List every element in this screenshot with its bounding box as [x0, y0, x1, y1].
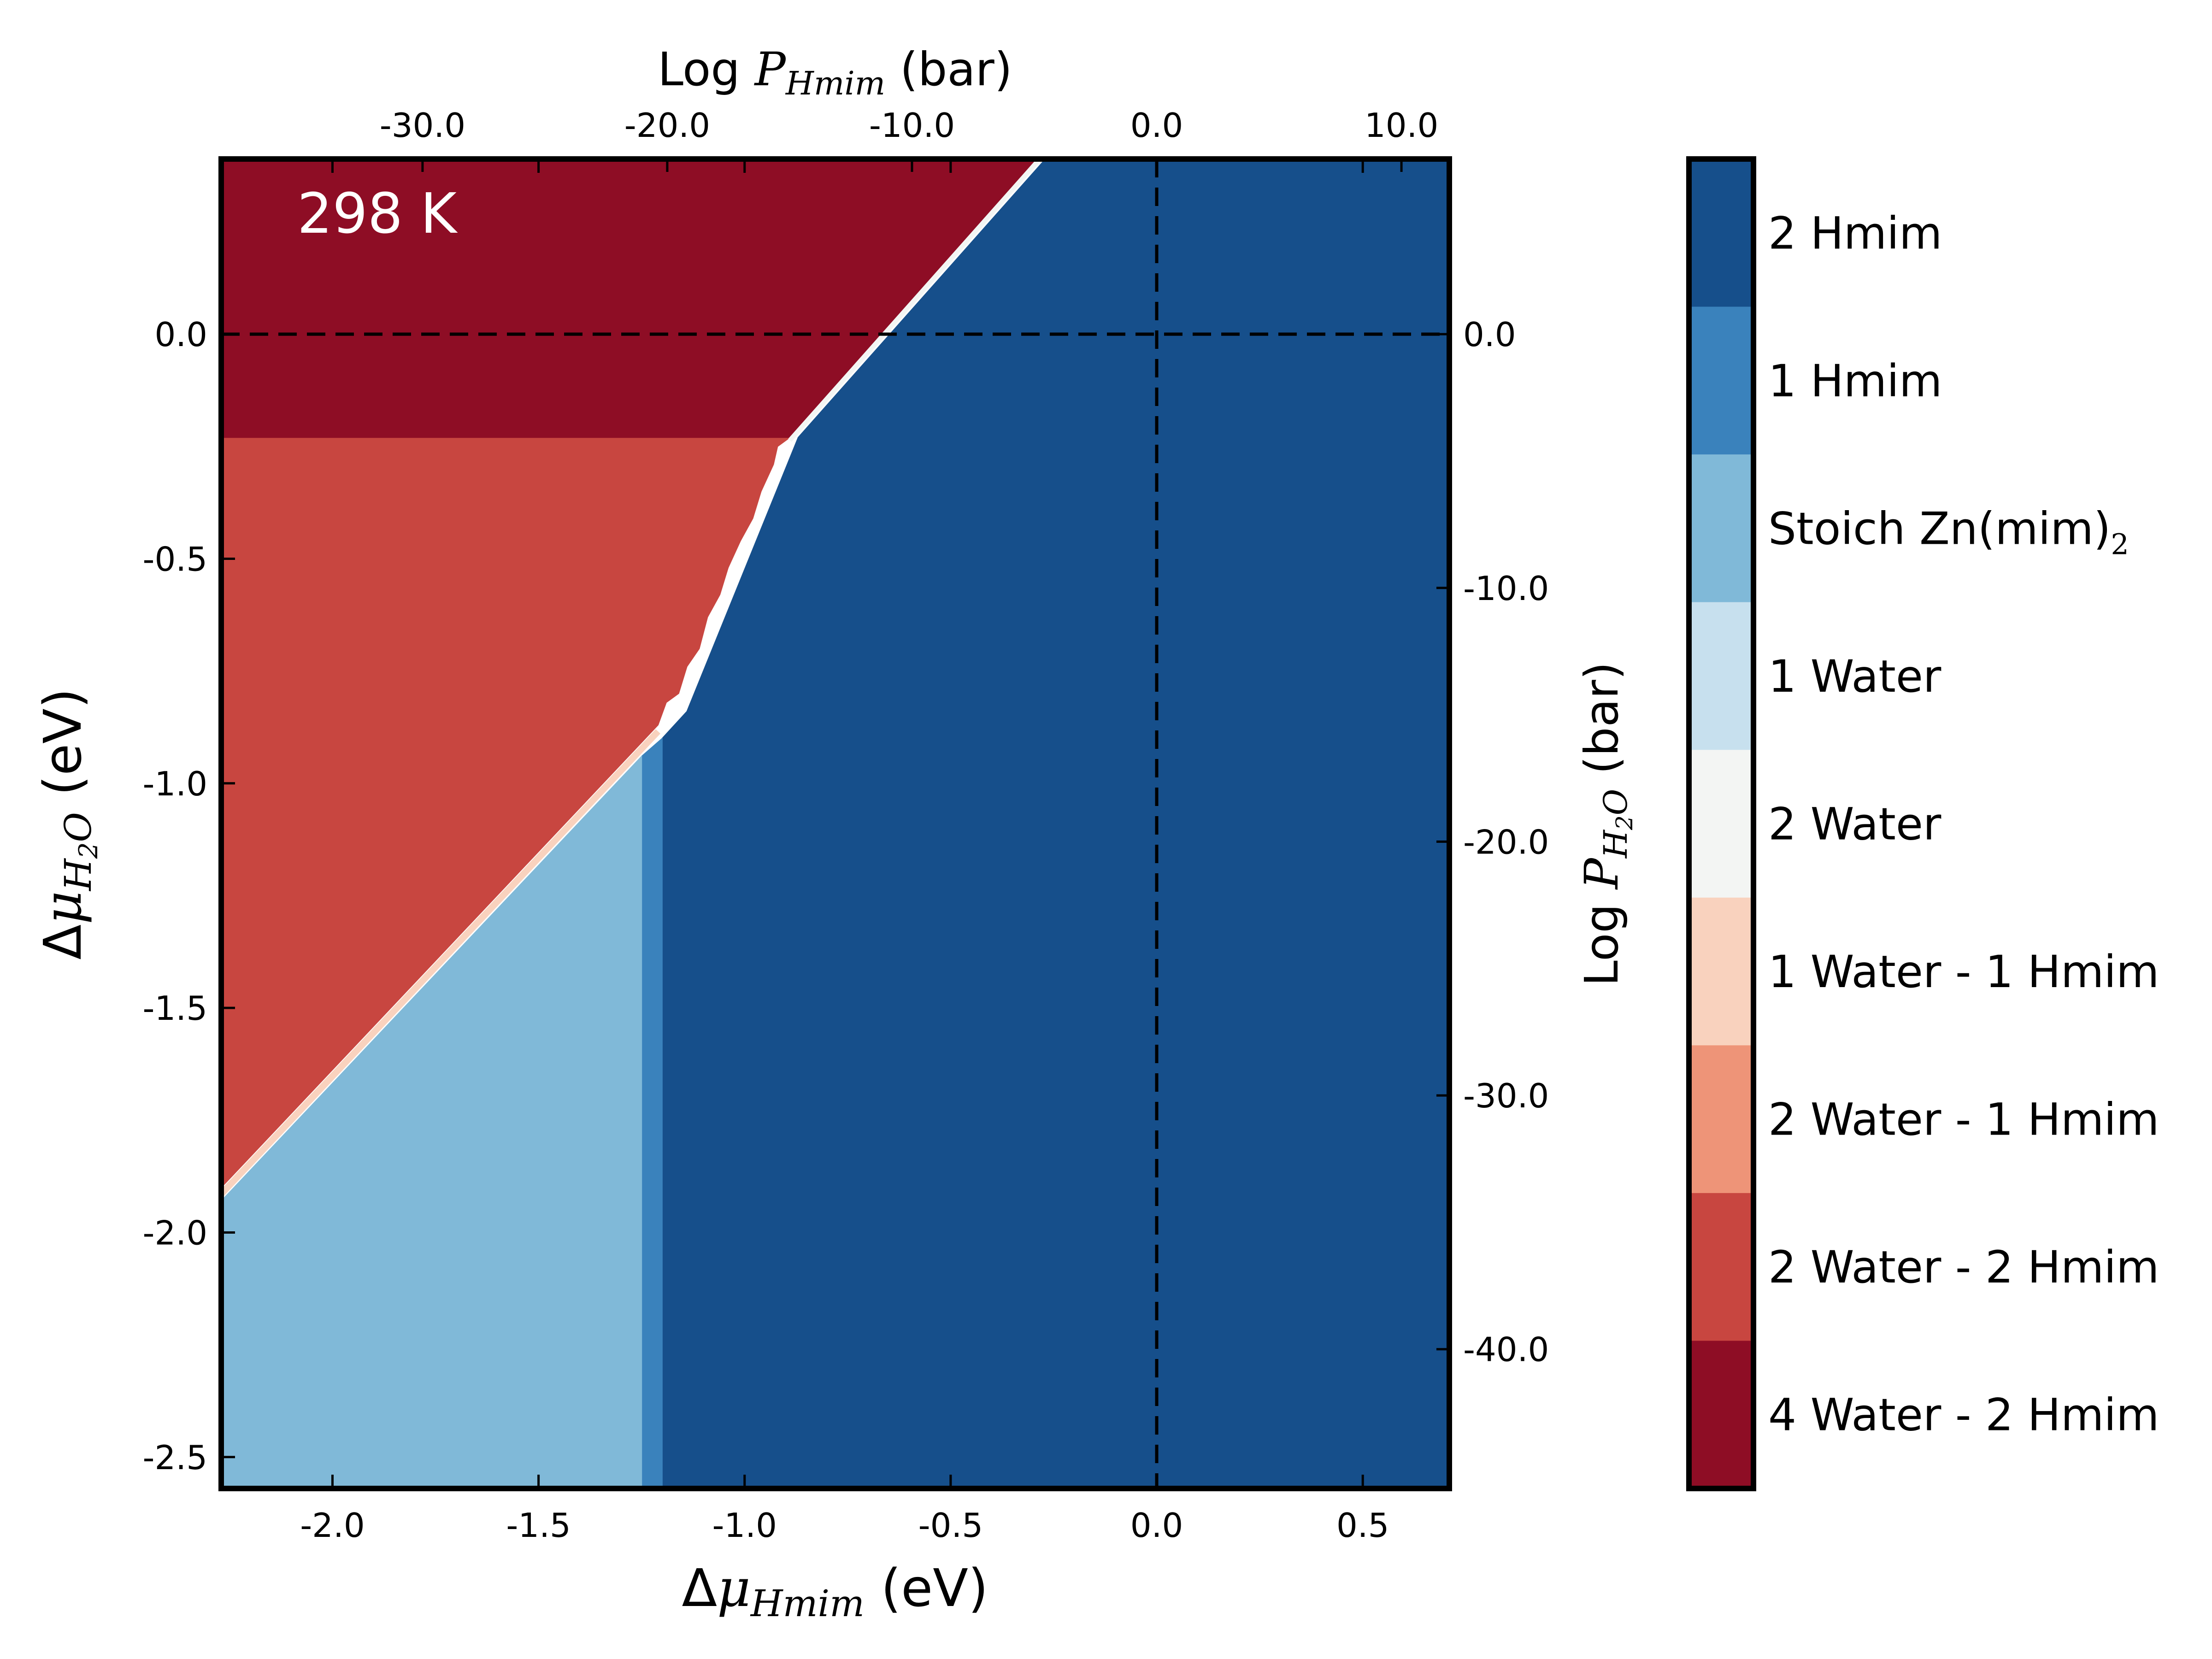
- colorbar-swatch: [1689, 602, 1753, 751]
- y-tick-label: 0.0: [154, 315, 207, 354]
- y-tick-label: -0.5: [143, 540, 207, 578]
- phase-regions: [221, 159, 1449, 1488]
- axis-ticks: -2.0 -1.5 -1.0 -0.5 0.0 0.5 0.0 -0.5 -1.0 -1.5 -2.…: [143, 106, 1549, 1545]
- right-axis-label: Log PH2O (bar): [1575, 662, 1638, 986]
- x-tick-label: 0.5: [1336, 1506, 1389, 1545]
- top-tick-label: -30.0: [380, 106, 465, 145]
- y-tick-label: -1.0: [143, 765, 207, 803]
- x-tick-label: -1.5: [506, 1506, 571, 1545]
- right-tick-label: -30.0: [1463, 1077, 1549, 1115]
- colorbar-swatch: [1689, 159, 1753, 307]
- region-2-water-2-hmim: [221, 437, 792, 1188]
- x-tick-label: -2.0: [300, 1506, 365, 1545]
- colorbar-label: 4 Water - 2 Hmim: [1768, 1389, 2159, 1441]
- right-tick-label: -10.0: [1463, 569, 1549, 608]
- reference-lines: [221, 159, 1449, 1488]
- colorbar-label: 1 Water - 1 Hmim: [1768, 946, 2159, 998]
- colorbar: 2 Hmim 1 Hmim Stoich Zn(mim)2 1 Water 2 Wate…: [1686, 156, 2159, 1491]
- colorbar-label: 2 Water: [1768, 799, 1941, 850]
- colorbar-swatch: [1689, 897, 1753, 1046]
- right-tick-label: 0.0: [1463, 315, 1516, 354]
- boundary-band-lower: [221, 729, 661, 1196]
- plot-frame: [218, 156, 1452, 1491]
- colorbar-swatch: [1689, 750, 1753, 898]
- colorbar-swatch: [1689, 454, 1753, 603]
- y-axis-label: ΔμH2O (eV): [33, 688, 104, 960]
- colorbar-swatch: [1689, 1193, 1753, 1341]
- boundary-band-upper: [788, 160, 1039, 442]
- top-tick-label: 0.0: [1130, 106, 1183, 145]
- region-stoich-zn-mim-2: [221, 755, 642, 1488]
- colorbar-label: 1 Water: [1768, 651, 1941, 702]
- region-2-hmim: [661, 159, 1449, 1488]
- colorbar-swatch: [1689, 1341, 1753, 1489]
- right-tick-label: -20.0: [1463, 823, 1549, 861]
- colorbar-swatch: [1689, 1045, 1753, 1194]
- x-axis-label: ΔμHmim (eV): [682, 1559, 988, 1625]
- top-tick-label: -10.0: [869, 106, 955, 145]
- right-tick-label: -40.0: [1463, 1330, 1549, 1369]
- y-tick-label: -2.0: [143, 1213, 207, 1252]
- colorbar-label: 2 Hmim: [1768, 207, 1942, 259]
- top-axis-label: Log PHmim (bar): [658, 42, 1012, 102]
- top-tick-label: 10.0: [1365, 106, 1438, 145]
- x-tick-label: 0.0: [1130, 1506, 1183, 1545]
- region-4-water-2-hmim: [221, 159, 1038, 438]
- colorbar-frame: [1686, 156, 1756, 1491]
- temperature-label: 298 K: [297, 182, 458, 246]
- colorbar-label: 2 Water - 2 Hmim: [1768, 1241, 2159, 1293]
- top-tick-label: -20.0: [624, 106, 710, 145]
- colorbar-label: 1 Hmim: [1768, 355, 1942, 407]
- y-tick-label: -2.5: [143, 1438, 207, 1477]
- x-tick-label: -1.0: [712, 1506, 777, 1545]
- y-tick-label: -1.5: [143, 989, 207, 1028]
- region-1-hmim: [641, 737, 663, 1488]
- colorbar-swatch: [1689, 306, 1753, 455]
- colorbar-label: 2 Water - 1 Hmim: [1768, 1094, 2159, 1146]
- x-tick-label: -0.5: [918, 1506, 983, 1545]
- colorbar-label: Stoich Zn(mim)2: [1768, 503, 2129, 561]
